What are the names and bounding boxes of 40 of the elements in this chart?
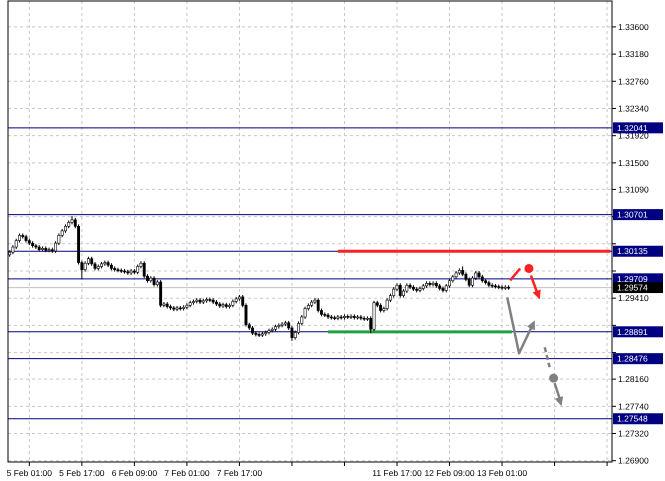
x-tick-label: 5 Feb 17:00	[59, 468, 105, 478]
y-tick-label: 1.33180	[618, 49, 649, 60]
candlestick	[379, 302, 382, 313]
y-tick-label: 1.31090	[618, 184, 649, 194]
y-tick-label: 1.32760	[618, 76, 649, 86]
ref-line-label: 1.30135	[617, 246, 648, 256]
candlestick	[251, 326, 254, 336]
y-tick-label: 1.26900	[618, 456, 649, 466]
ref-line-label: 1.29709	[617, 274, 648, 284]
candlestick	[84, 260, 87, 272]
candlestick	[448, 278, 451, 288]
x-tick-label: 7 Feb 17:00	[216, 468, 262, 478]
x-tick-label: 12 Feb 09:00	[424, 468, 475, 478]
ref-line-label: 1.28476	[617, 354, 648, 364]
x-tick-label: 11 Feb 17:00	[372, 468, 422, 478]
candlestick	[136, 264, 140, 275]
ref-line-label: 1.30701	[617, 210, 648, 220]
x-tick-label: 5 Feb 01:00	[6, 468, 52, 478]
x-tick-label: 13 Feb 01:00	[476, 468, 528, 478]
x-tick-label: 7 Feb 01:00	[164, 468, 210, 478]
candlestick	[405, 282, 408, 294]
y-tick-label: 1.31500	[618, 158, 649, 168]
candlestick	[468, 276, 471, 288]
ref-line-label: 1.29574	[617, 282, 648, 293]
candlestick	[392, 286, 396, 298]
candlestick	[159, 280, 162, 308]
y-tick-label: 1.27740	[618, 401, 649, 412]
candlestick	[316, 298, 320, 313]
ref-line-label: 1.28891	[617, 326, 648, 337]
ref-line-label: 1.32041	[617, 122, 648, 133]
candlestick	[152, 276, 156, 288]
y-tick-label: 1.33600	[618, 22, 649, 32]
ref-line-label: 1.27548	[617, 414, 648, 424]
y-tick-label: 1.32340	[618, 103, 649, 114]
y-tick-label: 1.28160	[618, 374, 649, 384]
y-tick-label: 1.29410	[618, 293, 649, 304]
candlestick	[90, 256, 94, 266]
candlestick	[386, 298, 389, 311]
x-tick-label: 6 Feb 09:00	[112, 468, 158, 478]
y-tick-label: 1.27320	[618, 428, 649, 438]
